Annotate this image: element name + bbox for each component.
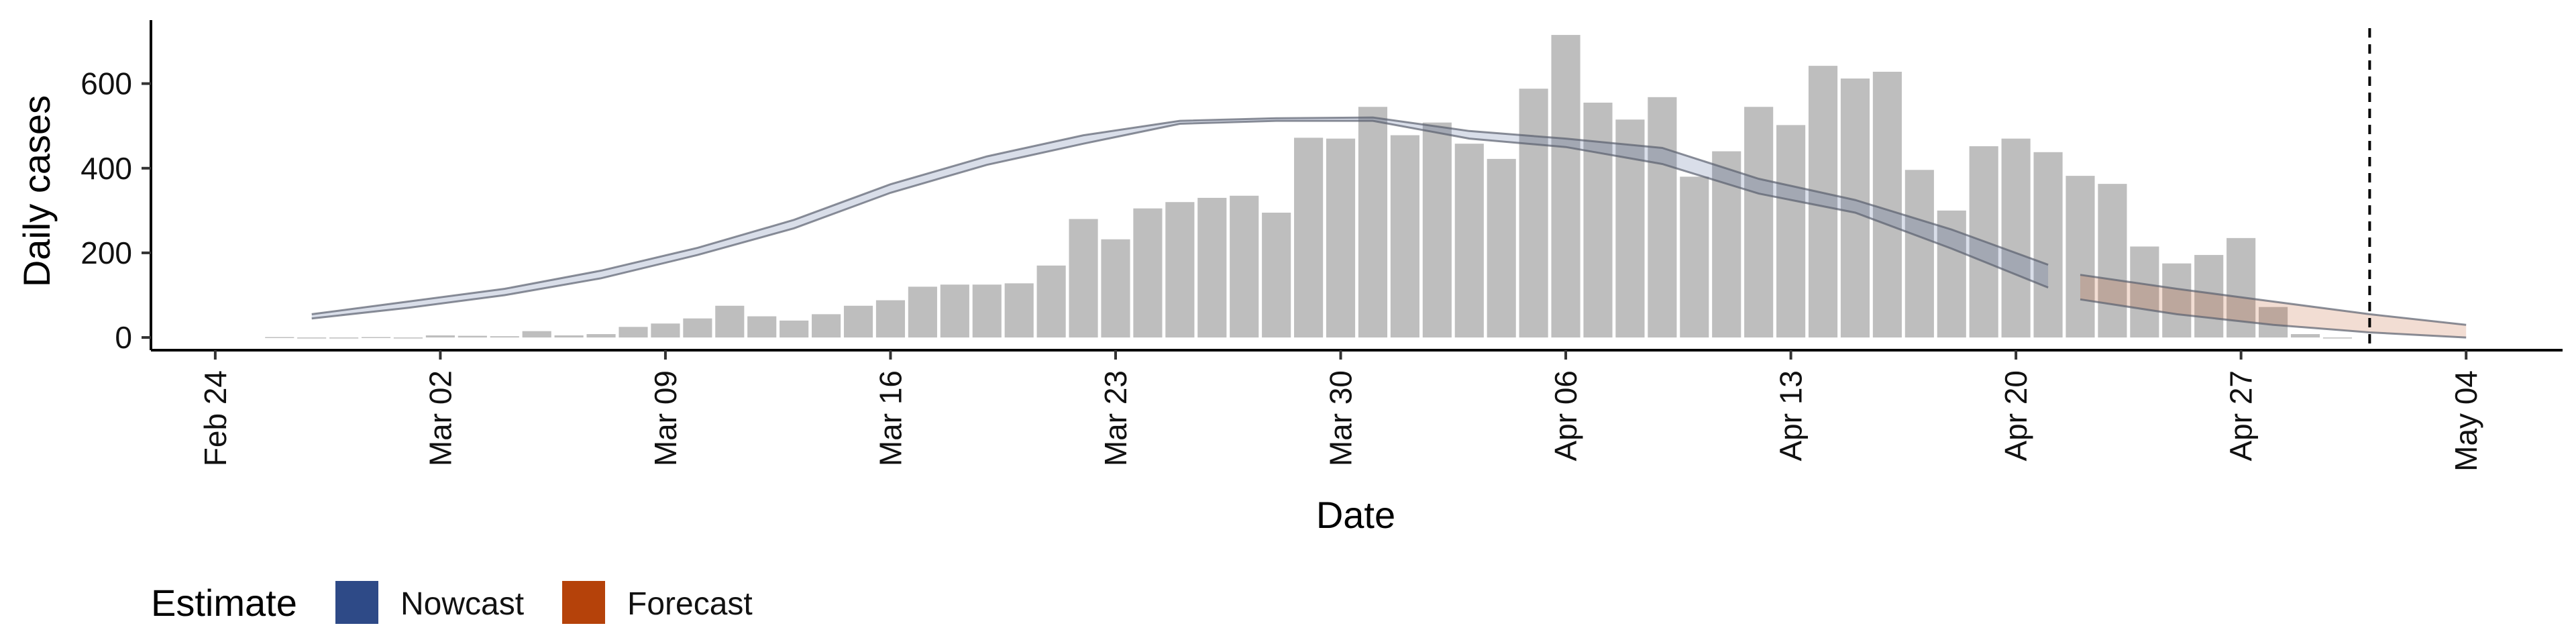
bar (1036, 265, 1066, 338)
bar (780, 320, 809, 338)
bar (940, 284, 969, 338)
bar (1648, 97, 1677, 338)
bar (1004, 283, 1034, 338)
legend-swatch-forecast (562, 581, 605, 624)
bar (2065, 176, 2095, 338)
y-axis-title: Daily cases (15, 95, 58, 287)
bar (2322, 337, 2353, 339)
x-tick-label: Mar 23 (1098, 370, 1133, 466)
y-tick-label: 400 (80, 151, 132, 186)
x-tick-label: Mar 02 (423, 370, 458, 466)
bar (2259, 307, 2288, 338)
bar (651, 323, 680, 338)
bar (1744, 107, 1774, 338)
bar (361, 337, 391, 338)
x-tick-label: Mar 09 (648, 370, 683, 466)
bar (329, 337, 359, 339)
bar (1326, 138, 1356, 338)
x-tick-label: Feb 24 (198, 370, 233, 466)
x-tick-label: Mar 30 (1324, 370, 1358, 466)
bar (1422, 122, 1452, 338)
bar (1101, 239, 1130, 338)
bar (1069, 219, 1098, 338)
bar (1583, 103, 1613, 338)
bar (554, 335, 584, 338)
x-tick-label: Apr 13 (1774, 370, 1809, 462)
y-tick-label: 0 (115, 320, 132, 355)
bar (297, 337, 327, 339)
bar (875, 300, 906, 338)
bar (2290, 334, 2320, 338)
bar (1487, 158, 1516, 338)
bar (425, 335, 455, 338)
bar (2194, 255, 2224, 338)
bar (586, 334, 616, 338)
legend-label-forecast: Forecast (627, 586, 753, 622)
bar (522, 331, 551, 338)
bar (1551, 35, 1580, 338)
bar (2001, 138, 2031, 338)
bar (1454, 144, 1484, 338)
x-tick-label: May 04 (2449, 370, 2483, 472)
bar (1712, 151, 1741, 338)
bar (1390, 135, 1419, 338)
forecast-lower-line (2080, 298, 2467, 339)
y-tick-label: 200 (80, 235, 132, 270)
bar (265, 337, 294, 338)
x-tick-label: Apr 20 (1998, 370, 2033, 462)
bar (683, 318, 712, 338)
bar (1872, 71, 1902, 338)
bar (1165, 202, 1195, 338)
forecast-upper-line (2080, 274, 2467, 326)
bar (2130, 246, 2159, 338)
bar (908, 286, 937, 338)
bar (1262, 213, 1291, 338)
y-tick-label: 600 (80, 66, 132, 101)
legend-swatch-nowcast (335, 581, 378, 624)
bar (458, 335, 487, 338)
bar (1519, 89, 1548, 338)
bar (747, 316, 777, 338)
x-tick-label: Apr 06 (1548, 370, 1583, 462)
bar (843, 305, 873, 338)
bar (1808, 66, 1838, 338)
bar (619, 327, 648, 338)
bar (490, 336, 519, 338)
nowcast-upper-line (311, 116, 2049, 315)
bar (1776, 125, 1806, 338)
bar (2098, 184, 2127, 338)
bar (1358, 107, 1388, 338)
bar (2162, 263, 2192, 338)
x-axis-title: Date (1316, 494, 1395, 536)
bars-layer (265, 35, 2353, 339)
bar (1294, 138, 1324, 338)
bar (1937, 210, 1966, 338)
legend-label-nowcast: Nowcast (400, 586, 524, 622)
bar (1840, 78, 1870, 338)
legend: Estimate Nowcast Forecast (151, 581, 753, 624)
x-tick-label: Apr 27 (2224, 370, 2259, 462)
bar (2033, 152, 2063, 338)
x-tick-label: Mar 16 (873, 370, 908, 466)
bar (972, 284, 1002, 338)
bar (393, 337, 423, 339)
bar (1230, 195, 1259, 338)
bar (1904, 170, 1934, 338)
axes-layer: 0 200 400 600 Feb 24 Mar 02 Mar 09 Mar 16 Mar 23… (80, 20, 2563, 472)
bar (1680, 176, 1709, 338)
estimate-bands-layer (311, 116, 2467, 339)
bar (1133, 208, 1163, 338)
bar (715, 305, 745, 338)
bar (1197, 197, 1227, 338)
bar (812, 314, 841, 338)
nowcast-lower-line (311, 119, 2049, 320)
legend-title: Estimate (151, 582, 297, 624)
